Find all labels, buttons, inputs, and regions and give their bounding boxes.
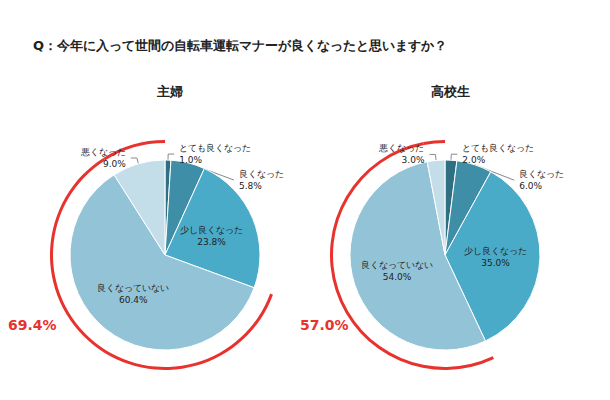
svg-text:少し良くなった: 少し良くなった [180, 225, 243, 235]
svg-text:54.0%: 54.0% [383, 272, 412, 282]
svg-text:69.4%: 69.4% [8, 317, 57, 333]
svg-text:60.4%: 60.4% [119, 295, 148, 305]
svg-text:良くなっていない: 良くなっていない [97, 283, 169, 293]
svg-text:57.0%: 57.0% [300, 317, 349, 333]
svg-text:悪くなった: 悪くなった [80, 147, 126, 157]
svg-text:悪くなった: 悪くなった [378, 143, 424, 153]
svg-text:高校生: 高校生 [431, 84, 470, 99]
svg-text:Q：今年に入って世間の自転車運転マナーが良くなったと思います: Q：今年に入って世間の自転車運転マナーが良くなったと思いますか？ [33, 38, 447, 53]
svg-text:良くなった: 良くなった [239, 169, 284, 179]
svg-text:とても良くなった: とても良くなった [462, 143, 534, 153]
svg-text:9.0%: 9.0% [103, 159, 126, 169]
svg-text:主婦: 主婦 [156, 84, 183, 99]
svg-text:5.8%: 5.8% [239, 181, 262, 191]
svg-text:23.8%: 23.8% [197, 237, 226, 247]
svg-text:少し良くなった: 少し良くなった [464, 246, 527, 256]
svg-text:とても良くなった: とても良くなった [179, 143, 251, 153]
svg-text:良くなっていない: 良くなっていない [361, 260, 433, 270]
svg-text:3.0%: 3.0% [402, 155, 425, 165]
svg-text:良くなった: 良くなった [519, 169, 564, 179]
svg-text:35.0%: 35.0% [481, 258, 510, 268]
svg-text:2.0%: 2.0% [462, 155, 485, 165]
svg-text:6.0%: 6.0% [519, 181, 542, 191]
svg-text:1.0%: 1.0% [179, 155, 202, 165]
